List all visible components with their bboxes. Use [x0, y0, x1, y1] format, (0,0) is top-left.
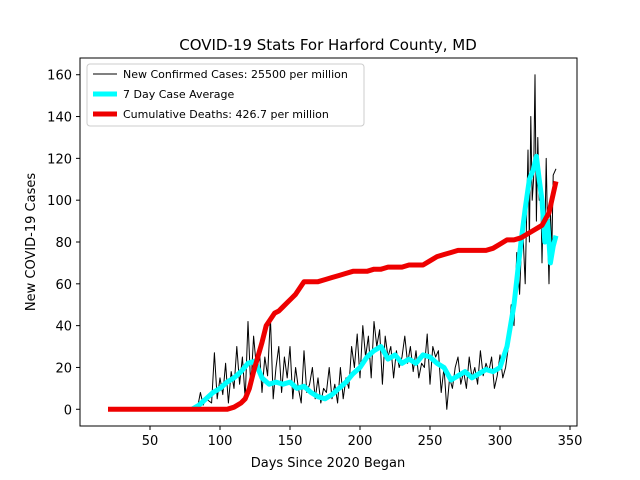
legend-entry-2: 7 Day Case Average — [123, 88, 235, 101]
x-tick-label: 250 — [418, 434, 443, 449]
x-tick-label: 350 — [558, 434, 583, 449]
y-tick-label: 140 — [47, 111, 72, 126]
legend: New Confirmed Cases: 25500 per million 7 … — [86, 63, 365, 127]
y-tick-label: 160 — [47, 69, 72, 84]
y-tick-label: 0 — [64, 403, 72, 418]
chart-title: COVID-19 Stats For Harford County, MD — [179, 36, 477, 54]
plot-area — [108, 74, 559, 412]
series-line-2 — [190, 153, 559, 412]
legend-entry-1: New Confirmed Cases: 25500 per million — [123, 68, 348, 81]
y-tick-label: 20 — [55, 361, 72, 376]
y-tick-label: 40 — [55, 320, 72, 335]
y-tick-label: 60 — [55, 278, 72, 293]
y-tick-label: 80 — [55, 236, 72, 251]
x-tick-label: 200 — [348, 434, 373, 449]
x-axis: 50 100 150 200 250 300 350 — [142, 426, 583, 449]
y-tick-label: 120 — [47, 152, 72, 167]
y-axis: 0 20 40 60 80 100 120 140 160 — [47, 69, 80, 418]
legend-entry-3: Cumulative Deaths: 426.7 per million — [123, 108, 329, 121]
x-tick-label: 50 — [142, 434, 159, 449]
y-tick-label: 100 — [47, 194, 72, 209]
x-tick-label: 300 — [488, 434, 513, 449]
x-axis-label: Days Since 2020 Began — [251, 456, 406, 471]
x-tick-label: 100 — [208, 434, 233, 449]
y-axis-label: New COVID-19 Cases — [24, 173, 39, 311]
series-line-3 — [108, 180, 559, 412]
legend-box — [86, 63, 365, 127]
x-tick-label: 150 — [278, 434, 303, 449]
